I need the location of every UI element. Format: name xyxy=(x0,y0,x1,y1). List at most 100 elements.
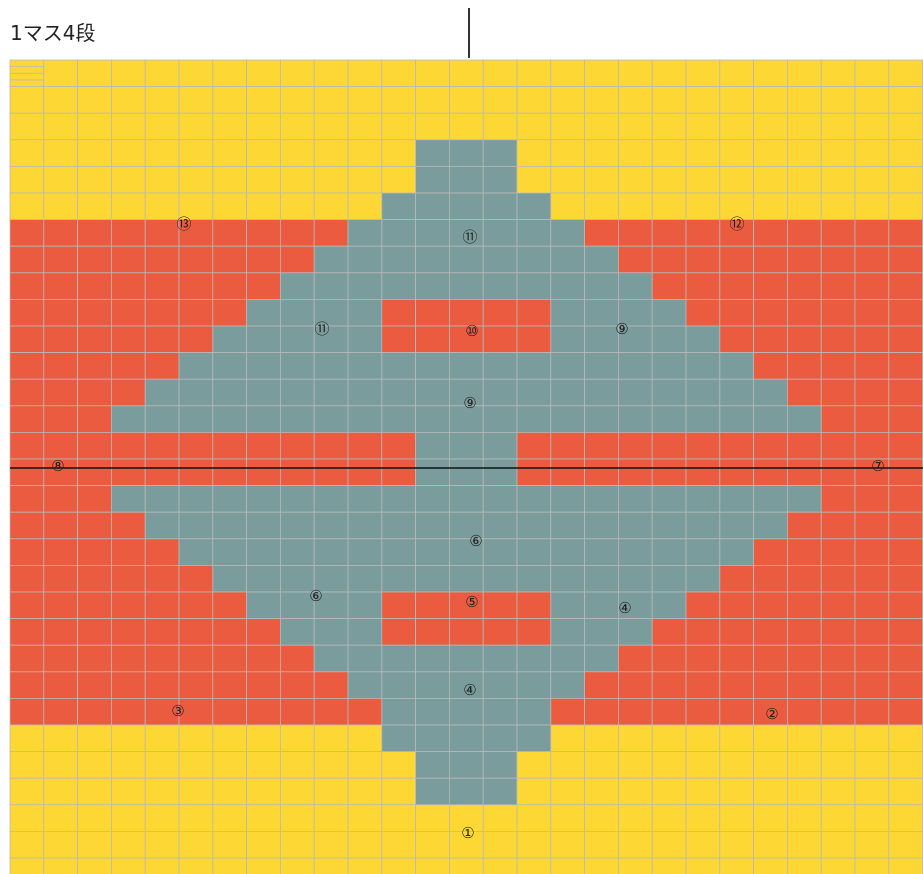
grid-cell xyxy=(77,618,112,646)
grid-cell xyxy=(111,219,146,247)
grid-cell xyxy=(651,139,687,167)
grid-cell xyxy=(144,405,180,433)
grid-cell xyxy=(178,298,214,327)
grid-cell xyxy=(415,405,450,433)
grid-cell xyxy=(77,298,112,327)
grid-cell xyxy=(144,724,180,753)
grid-cell xyxy=(43,352,78,380)
grid-cell xyxy=(719,325,754,354)
grid-cell xyxy=(381,59,416,88)
grid-cell xyxy=(618,538,653,566)
grid-cell xyxy=(111,272,146,300)
grid-cell xyxy=(685,431,721,460)
grid-cell xyxy=(888,352,923,380)
grid-cell xyxy=(820,325,856,354)
grid-cell xyxy=(246,485,281,513)
grid-cell xyxy=(584,671,619,699)
grid-cell xyxy=(347,565,383,593)
grid-cell xyxy=(9,485,45,513)
grid-cell xyxy=(313,644,349,673)
grid-cell xyxy=(313,378,349,407)
grid-cell xyxy=(753,112,788,141)
grid-cell xyxy=(618,112,653,141)
grid-cell xyxy=(719,804,754,832)
grid-cell xyxy=(313,431,349,460)
grid-cell xyxy=(820,431,856,460)
grid-cell xyxy=(820,671,856,699)
grid-cell xyxy=(381,751,416,779)
grid-cell xyxy=(178,378,214,407)
grid-cell xyxy=(313,591,349,620)
grid-cell xyxy=(787,671,822,699)
grid-cell xyxy=(9,618,45,646)
grid-cell xyxy=(313,245,349,274)
grid-cell xyxy=(212,511,248,540)
grid-cell xyxy=(516,378,552,407)
grid-cell xyxy=(618,165,653,194)
grid-cell xyxy=(820,192,856,221)
grid-cell xyxy=(482,724,518,753)
grid-cell xyxy=(584,59,619,88)
grid-cell xyxy=(618,458,653,487)
grid-cell xyxy=(854,165,890,194)
grid-cell xyxy=(246,857,281,874)
grid-cell xyxy=(482,857,518,874)
grid-cell xyxy=(111,751,146,779)
grid-cell xyxy=(144,219,180,247)
grid-cell xyxy=(9,86,45,114)
grid-cell xyxy=(448,751,484,779)
grid-cell xyxy=(482,431,518,460)
grid-cell xyxy=(178,724,214,753)
grid-cell xyxy=(820,458,856,487)
grid-cell xyxy=(888,405,923,433)
grid-cell xyxy=(77,804,112,832)
grid-cell xyxy=(719,112,754,141)
grid-cell xyxy=(516,777,552,806)
grid-cell xyxy=(9,112,45,141)
grid-cell xyxy=(279,272,315,300)
grid-cell xyxy=(178,165,214,194)
grid-cell xyxy=(753,458,788,487)
grid-cell xyxy=(381,777,416,806)
grid-cell xyxy=(313,219,349,247)
grid-cell xyxy=(550,378,585,407)
grid-cell xyxy=(212,59,248,88)
grid-cell xyxy=(313,698,349,726)
grid-cell xyxy=(854,618,890,646)
grid-cell xyxy=(381,458,416,487)
grid-cell xyxy=(820,86,856,114)
grid-cell xyxy=(246,618,281,646)
grid-cell xyxy=(111,378,146,407)
grid-cell xyxy=(719,352,754,380)
grid-cell xyxy=(516,192,552,221)
grid-cell xyxy=(415,325,450,354)
grid-cell xyxy=(719,219,754,247)
grid-cell xyxy=(550,325,585,354)
grid-cell xyxy=(753,538,788,566)
grid-cell xyxy=(9,245,45,274)
grid-cell xyxy=(584,405,619,433)
grid-cell xyxy=(753,139,788,167)
grid-cell xyxy=(820,538,856,566)
grid-cell xyxy=(178,431,214,460)
grid-cell xyxy=(246,59,281,88)
grid-cell xyxy=(77,777,112,806)
grid-cell xyxy=(584,698,619,726)
grid-cell xyxy=(448,857,484,874)
grid-cell xyxy=(9,458,45,487)
grid-cell xyxy=(415,192,450,221)
grid-cell xyxy=(685,192,721,221)
grid-cell xyxy=(9,751,45,779)
grid-cell xyxy=(415,724,450,753)
grid-cell xyxy=(787,325,822,354)
grid-cell xyxy=(347,325,383,354)
grid-cell xyxy=(9,511,45,540)
grid-cell xyxy=(854,139,890,167)
grid-cell xyxy=(753,245,788,274)
grid-cell xyxy=(43,698,78,726)
grid-cell xyxy=(618,245,653,274)
grid-cell xyxy=(9,565,45,593)
grid-cell xyxy=(753,325,788,354)
grid-cell xyxy=(448,618,484,646)
grid-cell xyxy=(381,644,416,673)
